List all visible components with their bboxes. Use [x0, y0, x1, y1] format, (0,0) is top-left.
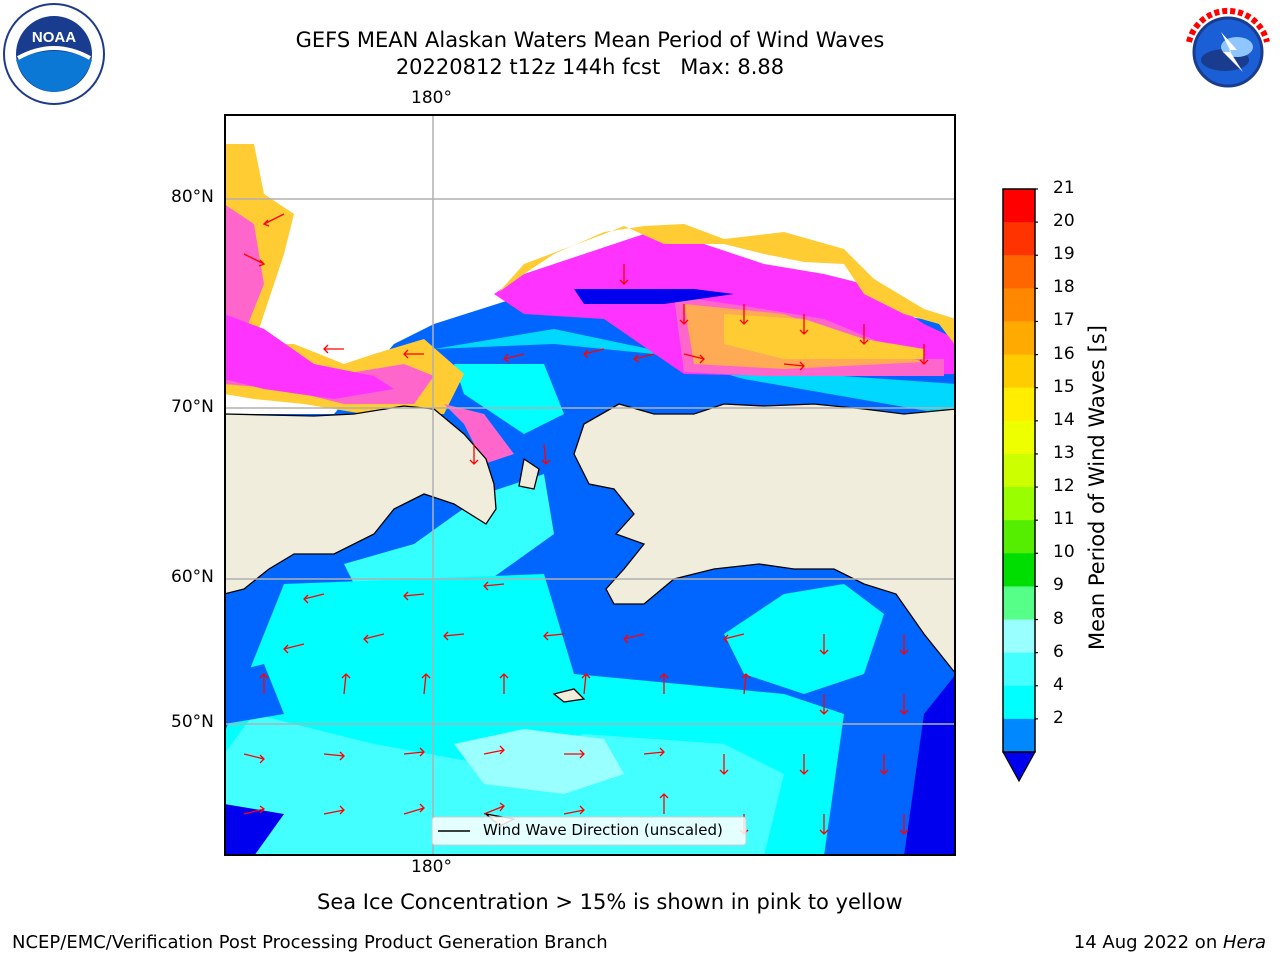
- colorbar-segment: [1003, 453, 1035, 488]
- map-legend: [431, 816, 747, 846]
- lon-label-bottom: 180°: [411, 857, 452, 877]
- colorbar-segment: [1003, 520, 1035, 554]
- colorbar-segment: [1003, 222, 1035, 256]
- noaa-logo: NOAA: [3, 3, 105, 105]
- sea-ice-note: Sea Ice Concentration > 15% is shown in …: [317, 890, 903, 914]
- colorbar-tick-label: 21: [1053, 178, 1075, 198]
- colorbar-segment: [1003, 586, 1035, 621]
- colorbar-tick-label: 18: [1053, 277, 1075, 298]
- nws-logo: [1181, 5, 1275, 99]
- colorbar-segment: [1003, 619, 1035, 654]
- wind-wave-arrows: [243, 213, 929, 835]
- colorbar-segment: [1003, 487, 1035, 521]
- colorbar-tick-label: 20: [1053, 211, 1075, 232]
- colorbar-tick-label: 9: [1053, 575, 1064, 596]
- colorbar-tick-label: 8: [1053, 608, 1064, 629]
- footer-right: 14 Aug 2022 on Hera: [1074, 932, 1266, 953]
- colorbar-tick-label: 15: [1053, 376, 1075, 397]
- footer-left: NCEP/EMC/Verification Post Processing Pr…: [12, 932, 608, 953]
- colorbar-segment: [1003, 718, 1035, 753]
- colorbar-segment: [1003, 420, 1035, 455]
- colorbar-segment: [1003, 685, 1035, 720]
- footer-date: 14 Aug 2022 on: [1073, 932, 1223, 953]
- colorbar-tick-label: 14: [1053, 409, 1075, 430]
- colorbar-tick-label: 17: [1053, 310, 1075, 331]
- colorbar-segment: [1003, 354, 1035, 389]
- graticule: [225, 115, 955, 855]
- colorbar-segment: [1003, 652, 1035, 687]
- lon-label-top: 180°: [411, 88, 452, 108]
- chart-subtitle: 20220812 t12z 144h fcst Max: 8.88: [395, 55, 785, 79]
- colorbar: [1001, 188, 1038, 783]
- lat-label-50n: 50°N: [171, 712, 214, 732]
- sea-ice-field: [225, 144, 955, 464]
- colorbar-label: Mean Period of Wind Waves [s]: [1085, 325, 1109, 650]
- colorbar-tick-label: 6: [1053, 641, 1064, 662]
- colorbar-tick-label: 12: [1053, 476, 1075, 497]
- noaa-logo-text: NOAA: [32, 29, 76, 46]
- lat-label-80n: 80°N: [171, 187, 214, 207]
- colorbar-tick-label: 4: [1053, 674, 1064, 695]
- lat-label-60n: 60°N: [171, 567, 214, 587]
- colorbar-segment: [1003, 255, 1035, 289]
- colorbar-segment: [1003, 553, 1035, 587]
- lat-label-70n: 70°N: [171, 397, 214, 417]
- colorbar-segment: [1003, 321, 1035, 356]
- chart-title: GEFS MEAN Alaskan Waters Mean Period of …: [295, 28, 885, 52]
- colorbar-tick-label: 10: [1053, 542, 1075, 563]
- footer-machine: Hera: [1222, 932, 1266, 953]
- colorbar-tick-label: 2: [1053, 707, 1064, 728]
- colorbar-under-arrow: [1001, 751, 1037, 783]
- land-masses: [225, 403, 955, 827]
- colorbar-tick-label: 16: [1053, 343, 1075, 364]
- colorbar-tick-label: 19: [1053, 244, 1075, 265]
- legend-label: Wind Wave Direction (unscaled): [483, 821, 723, 839]
- colorbar-segment: [1003, 189, 1035, 223]
- colorbar-segment: [1003, 387, 1035, 422]
- colorbar-segment: [1003, 288, 1035, 322]
- colorbar-tick-label: 13: [1053, 442, 1075, 463]
- colorbar-tick-label: 11: [1053, 509, 1075, 530]
- map-panel: [224, 114, 956, 856]
